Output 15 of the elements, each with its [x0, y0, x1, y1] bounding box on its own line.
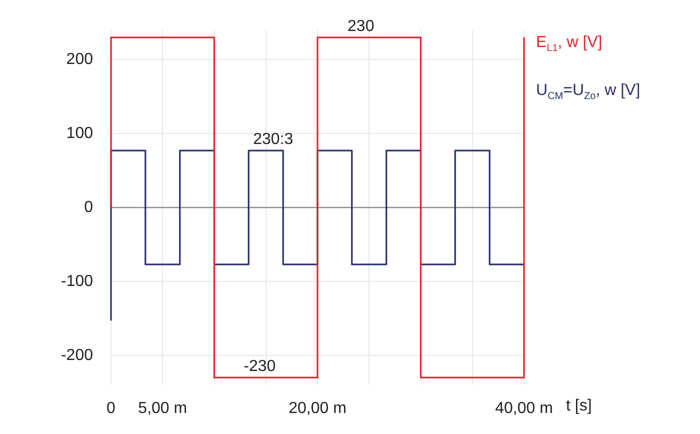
- annotation: 230:3: [253, 130, 294, 148]
- y-tick-label: 200: [66, 50, 94, 68]
- series-label: E$_{L1}$, w [V]: [536, 33, 604, 56]
- x-axis-title: t [s]: [566, 397, 592, 414]
- x-tick-label: 20,00 m: [288, 400, 346, 418]
- x-tick-label: 5,00 m: [138, 400, 188, 418]
- y-tick-label: -200: [60, 346, 94, 364]
- annotation: -230: [244, 358, 276, 376]
- text: U$_{CM}$=U$_{Zo}$, w [V]: [536, 81, 640, 104]
- x-tick-label: 0: [106, 400, 116, 418]
- y-tick-label: 100: [66, 124, 94, 142]
- annotation: 230: [348, 18, 374, 35]
- x-tick-label: 40,00 m: [495, 400, 553, 418]
- y-tick-label: -100: [60, 272, 94, 290]
- y-tick-label: 0: [84, 198, 94, 216]
